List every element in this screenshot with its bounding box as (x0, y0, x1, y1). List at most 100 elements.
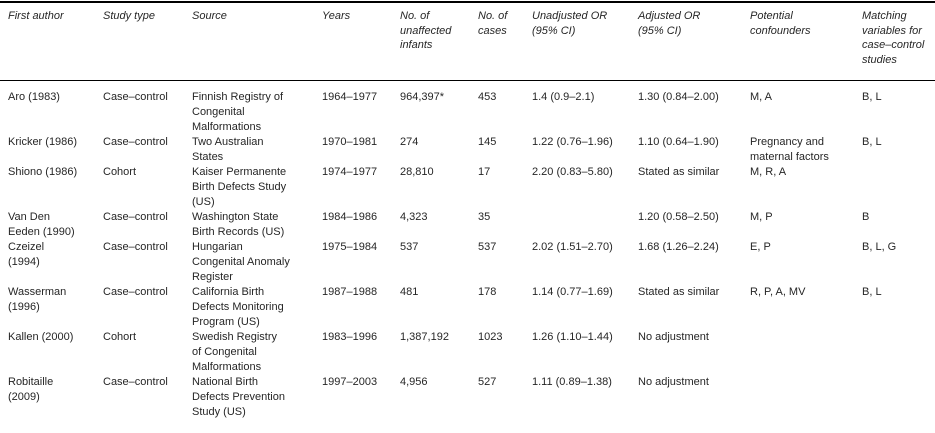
cell-unadjusted-or: 2.20 (0.83–5.80) (532, 166, 613, 178)
column-header-years: Years (322, 10, 351, 22)
cell-adjusted-or: 1.30 (0.84–2.00) (638, 91, 719, 103)
cell-matching-variables (862, 330, 935, 375)
cell-study-type: Case–control (103, 376, 168, 388)
cell-unaffected-infants: 537 (400, 241, 419, 253)
cell-unaffected-infants: 4,956 (400, 376, 428, 388)
cell-potential-confounders: R, P, A, MV (750, 286, 806, 298)
cell-unadjusted-or (532, 210, 638, 240)
cell-years: 1997–2003 (322, 376, 378, 388)
cell-years: 1987–1988 (322, 286, 378, 298)
cell-unadjusted-or: 1.11 (0.89–1.38) (532, 376, 612, 388)
cell-cases: 537 (478, 241, 497, 253)
cell-study-type: Case–control (103, 241, 168, 253)
cell-matching-variables: B, L (862, 286, 882, 298)
cell-first-author: Aro (1983) (8, 91, 60, 103)
cell-unadjusted-or: 1.14 (0.77–1.69) (532, 286, 613, 298)
cell-unadjusted-or: 1.22 (0.76–1.96) (532, 136, 613, 148)
cell-potential-confounders: Pregnancy and maternal factors (750, 136, 829, 163)
cell-years: 1975–1984 (322, 241, 378, 253)
cell-study-type: Case–control (103, 211, 168, 223)
cell-first-author: Kallen (2000) (8, 331, 74, 343)
cell-adjusted-or: 1.10 (0.64–1.90) (638, 136, 719, 148)
cell-unaffected-infants: 4,323 (400, 211, 428, 223)
cell-potential-confounders: E, P (750, 241, 771, 253)
table-row: Shiono (1986) Cohort Kaiser Permanente B… (0, 165, 935, 210)
column-header-potential-confounders: Potential confounders (750, 10, 811, 37)
cell-potential-confounders: M, P (750, 211, 773, 223)
cell-source: Kaiser Permanente Birth Defects Study (U… (192, 166, 287, 208)
cell-years: 1970–1981 (322, 136, 378, 148)
cell-matching-variables (862, 165, 935, 210)
column-header-unaffected-infants: No. of unaffected infants (400, 10, 452, 51)
cell-cases: 17 (478, 166, 491, 178)
cell-unaffected-infants: 1,387,192 (400, 331, 449, 343)
cell-potential-confounders (750, 375, 862, 433)
cell-matching-variables (862, 375, 935, 433)
cell-first-author: Kricker (1986) (8, 136, 78, 148)
table-row: Aro (1983) Case–control Finnish Registry… (0, 81, 935, 136)
cell-first-author: Wasserman (1996) (8, 286, 67, 313)
column-header-unadjusted-or: Unadjusted OR (95% CI) (532, 10, 608, 37)
table-row: Czeizel (1994) Case–control Hungarian Co… (0, 240, 935, 285)
cell-source: National Birth Defects Prevention Study … (192, 376, 285, 418)
table-header: First author Study type Source Years No.… (0, 2, 935, 81)
column-header-first-author: First author (8, 10, 64, 22)
column-header-matching-variables: Matching variables for case–control stud… (862, 10, 925, 66)
column-header-adjusted-or: Adjusted OR (95% CI) (638, 10, 701, 37)
cell-source: Finnish Registry of Congenital Malformat… (192, 91, 284, 133)
cell-years: 1964–1977 (322, 91, 378, 103)
cell-unadjusted-or: 1.4 (0.9–2.1) (532, 91, 595, 103)
cell-cases: 145 (478, 136, 497, 148)
cell-adjusted-or: Stated as similar (638, 286, 720, 298)
cell-years: 1984–1986 (322, 211, 378, 223)
cell-cases: 178 (478, 286, 497, 298)
cell-study-type: Case–control (103, 91, 168, 103)
cell-matching-variables: B, L (862, 91, 882, 103)
cell-adjusted-or: No adjustment (638, 331, 709, 343)
cell-years: 1974–1977 (322, 166, 378, 178)
cell-cases: 35 (478, 211, 491, 223)
cell-matching-variables: B, L, G (862, 241, 897, 253)
cell-cases: 1023 (478, 331, 503, 343)
column-header-source: Source (192, 10, 227, 22)
cell-unadjusted-or: 1.26 (1.10–1.44) (532, 331, 613, 343)
cell-study-type: Cohort (103, 166, 137, 178)
cell-study-type: Case–control (103, 136, 168, 148)
cell-study-type: Case–control (103, 286, 168, 298)
cell-unaffected-infants: 964,397* (400, 91, 445, 103)
table-row: Kricker (1986) Case–control Two Australi… (0, 135, 935, 165)
cell-adjusted-or: No adjustment (638, 376, 709, 388)
column-header-study-type: Study type (103, 10, 155, 22)
cell-adjusted-or: 1.20 (0.58–2.50) (638, 211, 719, 223)
cell-source: Washington State Birth Records (US) (192, 211, 285, 238)
cell-unaffected-infants: 481 (400, 286, 419, 298)
table-body: Aro (1983) Case–control Finnish Registry… (0, 81, 935, 433)
cell-potential-confounders: M, A (750, 91, 773, 103)
cell-adjusted-or: 1.68 (1.26–2.24) (638, 241, 719, 253)
cell-unaffected-infants: 28,810 (400, 166, 434, 178)
cell-source: Swedish Registry of Congenital Malformat… (192, 331, 277, 373)
cell-first-author: Van Den Eeden (1990) (8, 211, 75, 238)
cell-study-type: Cohort (103, 331, 137, 343)
cell-source: California Birth Defects Monitoring Prog… (192, 286, 284, 328)
cell-first-author: Shiono (1986) (8, 166, 78, 178)
cell-source: Two Australian States (192, 136, 264, 163)
cell-first-author: Robitaille (2009) (8, 376, 54, 403)
cell-unadjusted-or: 2.02 (1.51–2.70) (532, 241, 613, 253)
header-row: First author Study type Source Years No.… (0, 2, 935, 81)
cell-potential-confounders (750, 330, 862, 375)
table-row: Van Den Eeden (1990) Case–control Washin… (0, 210, 935, 240)
table-row: Robitaille (2009) Case–control National … (0, 375, 935, 433)
cell-adjusted-or: Stated as similar (638, 166, 720, 178)
table-row: Wasserman (1996) Case–control California… (0, 285, 935, 330)
cell-potential-confounders: M, R, A (750, 166, 787, 178)
cell-cases: 527 (478, 376, 497, 388)
column-header-cases: No. of cases (478, 10, 508, 37)
cell-cases: 453 (478, 91, 497, 103)
cell-years: 1983–1996 (322, 331, 378, 343)
cell-matching-variables: B (862, 211, 870, 223)
cell-first-author: Czeizel (1994) (8, 241, 45, 268)
cell-unaffected-infants: 274 (400, 136, 419, 148)
